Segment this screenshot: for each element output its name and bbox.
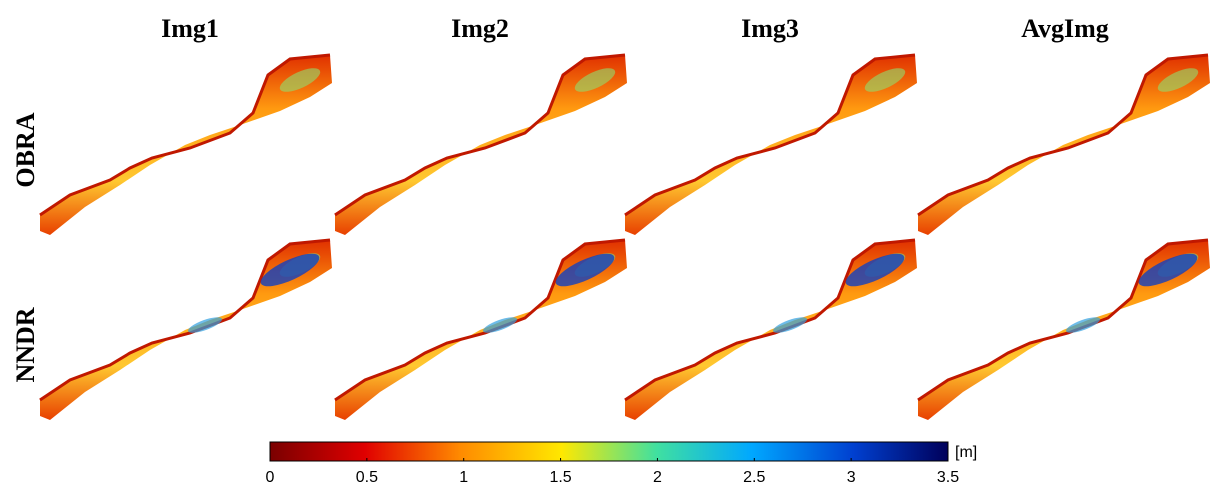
river-edge	[39, 53, 331, 217]
map-panel	[39, 238, 332, 420]
column-header: Img3	[741, 14, 799, 43]
high-area	[1065, 317, 1101, 333]
river-edge	[39, 238, 331, 402]
colorbar-tick-label: 1.5	[549, 469, 571, 486]
colorbar	[269, 441, 949, 462]
river-edge	[917, 53, 1209, 217]
high-area	[574, 68, 616, 92]
map-panel	[39, 53, 332, 235]
colorbar-tick-label: 3	[847, 469, 856, 486]
panels	[39, 53, 1210, 420]
high-area	[772, 317, 808, 333]
map-panel	[334, 53, 627, 235]
river-edge	[624, 238, 916, 402]
column-header: AvgImg	[1021, 14, 1109, 43]
high-area	[555, 253, 615, 287]
high-area	[1157, 68, 1199, 92]
column-header: Img1	[161, 14, 219, 43]
river-edge	[917, 238, 1209, 402]
high-area	[187, 317, 223, 333]
colorbar-tick-label: 0	[266, 469, 275, 486]
high-area	[864, 68, 906, 92]
map-panel	[624, 238, 917, 420]
colorbar-tick-label: 0.5	[356, 469, 378, 486]
colorbar-tick-label: 2	[653, 469, 662, 486]
map-panel	[917, 53, 1210, 235]
high-area	[482, 317, 518, 333]
river-edge	[334, 53, 626, 217]
row-label: NNDR	[11, 307, 40, 382]
map-panel	[917, 238, 1210, 420]
colorbar-tick-label: 2.5	[743, 469, 765, 486]
high-area	[260, 253, 320, 287]
column-header: Img2	[451, 14, 509, 43]
high-area	[1138, 253, 1198, 287]
colorbar-unit: [m]	[955, 444, 977, 461]
map-panel	[334, 238, 627, 420]
river-edge	[624, 53, 916, 217]
colorbar-tick-label: 3.5	[937, 469, 959, 486]
river-edge	[334, 238, 626, 402]
high-area	[845, 253, 905, 287]
row-label: OBRA	[11, 112, 40, 187]
map-panel	[624, 53, 917, 235]
high-area	[279, 68, 321, 92]
colorbar-tick-label: 1	[459, 469, 468, 486]
